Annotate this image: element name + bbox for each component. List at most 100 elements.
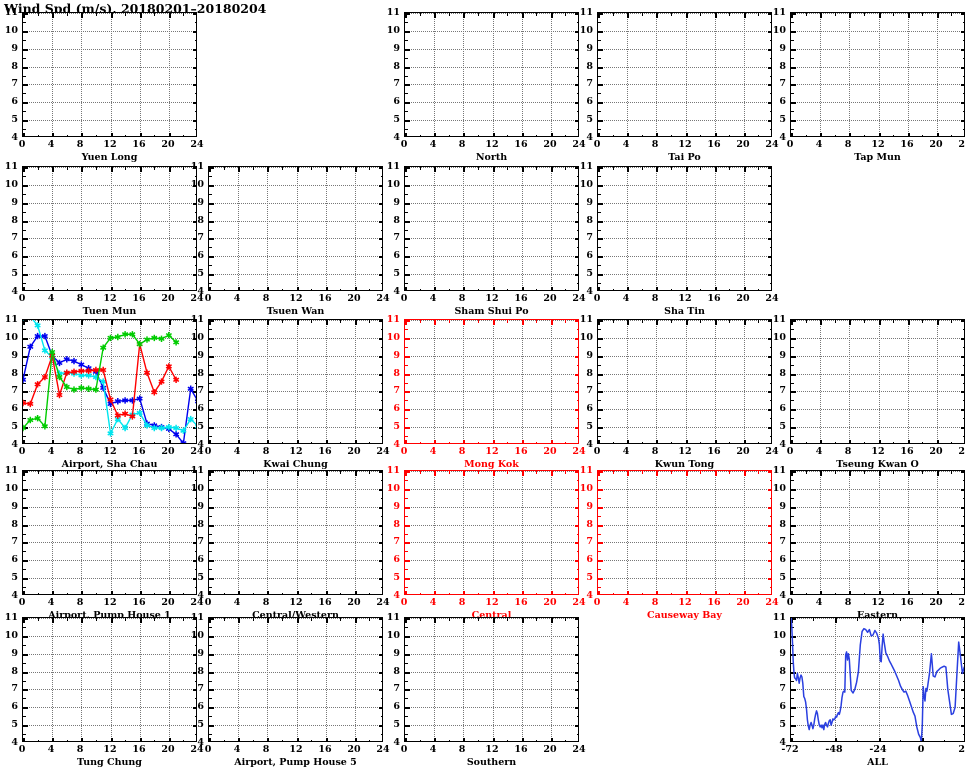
y-tick (575, 49, 578, 51)
gridline-v (52, 618, 53, 741)
gridline-h (791, 542, 964, 543)
x-axis-label: 16 (318, 293, 332, 304)
plot-panel-airport-pump-house-5[interactable]: 4 5 6 7 8 9 10 11 0 4 8 12 16 20 24 Airport, Pump House… (191, 613, 390, 768)
y-tick (405, 618, 410, 620)
plot-panel-kwai-chung[interactable]: 4 5 6 7 8 9 10 11 0 4 8 12 16 20 24 Kwai Chung (191, 315, 390, 470)
x-tick (598, 167, 600, 172)
gridline-v (297, 167, 298, 290)
x-axis-label: 8 (844, 597, 852, 608)
y-minor-tick (195, 516, 196, 518)
y-tick (405, 67, 410, 69)
plot-panel-tung-chung[interactable]: 4 5 6 7 8 9 10 11 0 4 8 12 16 20 24 Tung Chung (5, 613, 204, 768)
plot-panel-causeway-bay[interactable]: 4 5 6 7 8 9 10 11 0 4 8 12 16 20 24 Causeway Bay (580, 466, 779, 621)
gridline-h (209, 185, 382, 186)
x-minor-tick (253, 471, 255, 474)
plot-panel-kwun-tong[interactable]: 4 5 6 7 8 9 10 11 0 4 8 12 16 20 24 Kwun Tong (580, 315, 779, 470)
x-minor-tick (282, 618, 284, 621)
x-minor-tick (38, 471, 40, 474)
x-minor-tick (478, 618, 480, 621)
gridline-h (209, 542, 382, 543)
y-minor-tick (405, 627, 408, 629)
x-tick (715, 167, 717, 172)
y-minor-tick (598, 129, 601, 131)
gridline-v (627, 471, 628, 594)
y-tick (193, 578, 196, 580)
y-axis-label: 11 (579, 314, 593, 325)
x-tick (326, 618, 328, 623)
x-minor-tick (224, 167, 226, 170)
y-tick (961, 49, 964, 51)
gridline-h (791, 525, 964, 526)
x-axis-label: 24 (190, 139, 204, 150)
plot-panel-tuen-mun[interactable]: 4 5 6 7 8 9 10 11 0 4 8 12 16 20 24 Tuen Mun (5, 162, 204, 317)
x-tick (522, 320, 524, 325)
x-minor-tick (67, 740, 69, 741)
y-tick (791, 31, 796, 33)
y-minor-tick (209, 551, 212, 553)
gridline-v (463, 13, 464, 136)
y-axis-label: 11 (190, 314, 204, 325)
x-axis-label: 16 (707, 139, 721, 150)
y-minor-tick (577, 22, 578, 24)
y-axis-label: 4 (11, 590, 18, 601)
gridline-v (267, 618, 268, 741)
plot-panel-tai-po[interactable]: 4 5 6 7 8 9 10 11 0 4 8 12 16 20 24 Tai Po (580, 8, 779, 163)
y-minor-tick (963, 93, 964, 95)
plot-panel-yuen-long[interactable]: 4 5 6 7 8 9 10 11 0 4 8 12 16 20 24 Yuen Long (5, 8, 204, 163)
x-minor-tick (420, 740, 422, 741)
plot-panel-sham-shui-po[interactable]: 4 5 6 7 8 9 10 11 0 4 8 12 16 20 24 Sham Shui Po (387, 162, 586, 317)
y-axis-label: 7 (197, 683, 204, 694)
y-tick (598, 67, 603, 69)
x-minor-tick (478, 442, 480, 443)
x-tick (744, 133, 746, 136)
plot-panel-central-western[interactable]: 4 5 6 7 8 9 10 11 0 4 8 12 16 20 24 Central/Western (191, 466, 390, 621)
x-axis-label: 0 (917, 744, 925, 755)
plot-panel-mong-kok[interactable]: 4 5 6 7 8 9 10 11 0 4 8 12 16 20 24 Mong Kok (387, 315, 586, 470)
x-axis-label: 16 (514, 597, 528, 608)
y-axis-label: 7 (11, 232, 18, 243)
gridline-h (791, 13, 964, 14)
plot-panel-tap-mun[interactable]: 456789101104812162024Tap Mun (773, 8, 965, 163)
y-tick (405, 256, 410, 258)
x-tick (355, 320, 357, 325)
x-axis-label: 12 (871, 446, 885, 457)
y-minor-tick (209, 498, 212, 500)
x-axis-label: 4 (815, 139, 823, 150)
plot-panel-airport-sha-chau[interactable]: 4 5 6 7 8 9 10 11 0 4 8 12 16 20 24 Airport, Sha Chau (5, 315, 204, 470)
plot-panel-central[interactable]: 4 5 6 7 8 9 10 11 0 4 8 12 16 20 24 Central (387, 466, 586, 621)
plot-panel-airport-pump-house-1[interactable]: 4 5 6 7 8 9 10 11 0 4 8 12 16 20 24 Airport, Pump House… (5, 466, 204, 621)
y-tick (791, 409, 796, 411)
gridline-h (598, 427, 771, 428)
x-axis-label: 8 (458, 744, 466, 755)
x-axis-label: 12 (103, 597, 117, 608)
y-tick (23, 356, 28, 358)
y-axis-label: 4 (393, 737, 400, 748)
y-minor-tick (405, 681, 408, 683)
plot-panel-sha-tin[interactable]: 4 5 6 7 8 9 10 11 0 4 8 12 16 20 24 Sha Tin (580, 162, 779, 317)
y-tick (791, 636, 796, 638)
y-minor-tick (770, 176, 771, 178)
plot-panel-north[interactable]: 4 5 6 7 8 9 10 11 0 4 8 12 16 20 24 North (387, 8, 586, 163)
plot-panel-southern[interactable]: 4 5 6 7 8 9 10 11 0 4 8 12 16 20 24 Southern (387, 613, 586, 768)
plot-panel-tseung-kwan-o[interactable]: 456789101104812162024Tseung Kwan O (773, 315, 965, 470)
y-axis-label: 10 (4, 332, 18, 343)
x-minor-tick (507, 167, 509, 170)
x-axis-label: 8 (262, 293, 270, 304)
gridline-h (209, 489, 382, 490)
plot-panel-eastern[interactable]: 456789101104812162024Eastern (773, 466, 965, 621)
y-tick (598, 203, 603, 205)
y-minor-tick (791, 76, 794, 78)
y-minor-tick (770, 283, 771, 285)
y-minor-tick (791, 516, 794, 518)
y-minor-tick (791, 22, 794, 24)
plot-panel-tsuen-wan[interactable]: 4 5 6 7 8 9 10 11 0 4 8 12 16 20 24 Tsuen Wan (191, 162, 390, 317)
y-axis-label: 10 (386, 179, 400, 190)
y-axis-label: 11 (772, 612, 786, 623)
y-minor-tick (770, 516, 771, 518)
y-minor-tick (23, 551, 26, 553)
gridline-v (169, 167, 170, 290)
gridline-h (209, 507, 382, 508)
y-tick (598, 338, 603, 340)
gridline-v (355, 167, 356, 290)
